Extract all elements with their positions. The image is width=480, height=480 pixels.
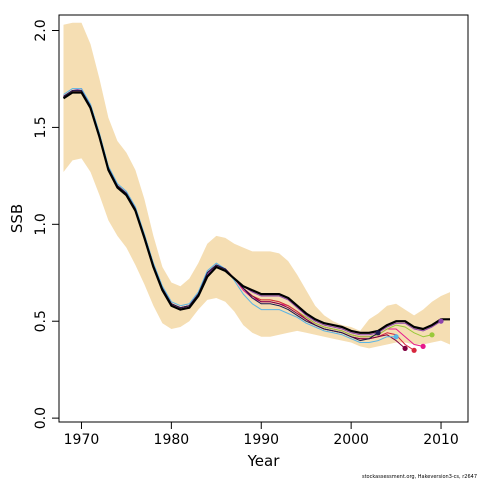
retrospective-end-point-7 — [375, 330, 381, 336]
y-tick-label: 0.0 — [33, 407, 49, 429]
y-axis: 0.0 0.5 1.0 1.5 2.0 — [33, 19, 60, 429]
x-tick-label: 1990 — [243, 432, 279, 448]
x-axis-label: Year — [247, 452, 281, 470]
retrospective-end-point-5 — [402, 345, 408, 351]
x-tick-label: 1980 — [154, 432, 190, 448]
retrospective-end-point-2 — [429, 332, 435, 338]
confidence-band-layer — [63, 22, 450, 349]
x-tick-label: 1970 — [64, 432, 100, 448]
end-point-marker-layer — [375, 318, 444, 353]
retrospective-end-point-1 — [420, 343, 426, 349]
y-tick-label: 1.0 — [33, 213, 49, 235]
x-tick-label: 2000 — [333, 432, 369, 448]
retrospective-end-point-6 — [393, 334, 399, 340]
x-axis: 1970 1980 1990 2000 2010 — [64, 421, 459, 448]
y-axis-label: SSB — [8, 204, 26, 233]
y-tick-label: 2.0 — [33, 19, 49, 41]
y-tick-label: 1.5 — [33, 116, 49, 138]
y-tick-label: 0.5 — [33, 310, 49, 332]
retrospective-end-point-4 — [411, 347, 417, 353]
main-ssb-line — [62, 91, 450, 334]
x-tick-label: 2010 — [423, 432, 459, 448]
confidence-band — [63, 22, 450, 349]
footnote: stockassessment.org, Hakeversion3-cs, r2… — [362, 474, 477, 480]
retrospective-end-point-3 — [438, 318, 444, 324]
